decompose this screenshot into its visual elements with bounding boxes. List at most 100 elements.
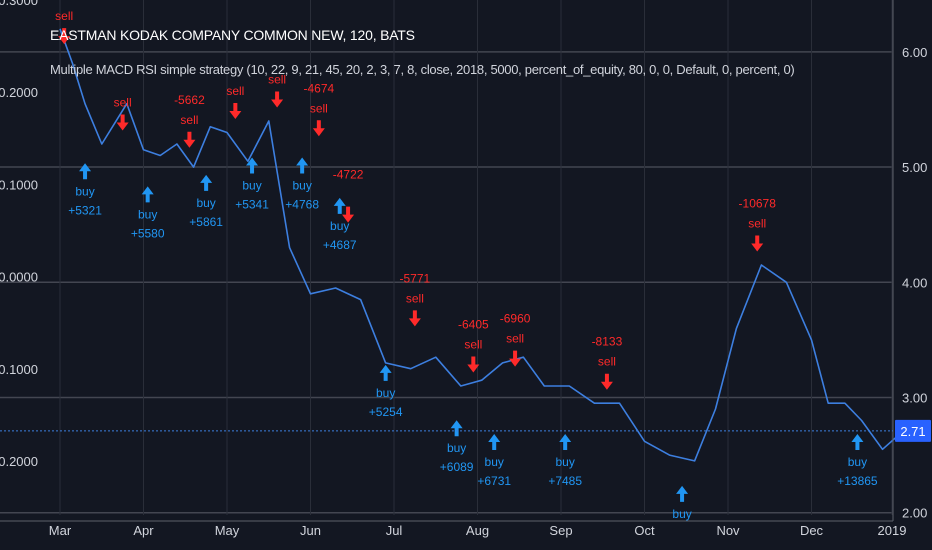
buy-pnl-label: +5861 — [189, 215, 223, 229]
sell-marker: -4722 — [333, 168, 364, 223]
left-axis-tick-label: -0.1000 — [0, 362, 38, 377]
sell-marker: sell -8133 — [592, 335, 623, 390]
chart-title: EASTMAN KODAK COMPANY COMMON NEW, 120, B… — [50, 27, 415, 43]
x-axis-tick-label: Sep — [549, 523, 572, 538]
buy-arrow-icon — [450, 420, 463, 437]
sell-pnl-label: -4674 — [303, 81, 334, 95]
trade-markers: sell buy +5321 sell buy +5580 sell -5662 buy +586… — [55, 9, 878, 521]
sell-label: sell — [226, 84, 244, 98]
buy-arrow-icon — [676, 485, 689, 502]
sell-label: sell — [310, 101, 328, 115]
sell-marker: sell -5771 — [400, 271, 431, 327]
buy-marker: buy +4768 — [285, 157, 319, 212]
buy-marker: buy +4687 — [323, 197, 357, 252]
right-axis-tick-label: 3.00 — [902, 390, 927, 405]
buy-marker: buy +6731 — [477, 434, 511, 488]
sell-arrow-icon — [271, 91, 284, 108]
sell-pnl-label: -6960 — [500, 312, 531, 326]
sell-pnl-label: -8133 — [592, 335, 623, 349]
left-axis-tick-label: -0.2000 — [0, 454, 38, 469]
sell-arrow-icon — [58, 28, 71, 45]
sell-marker: sell -6960 — [500, 312, 531, 367]
sell-pnl-label: -10678 — [739, 196, 777, 210]
sell-arrow-icon — [229, 102, 242, 119]
sell-arrow-icon — [408, 310, 421, 327]
sell-label: sell — [748, 216, 766, 230]
buy-label: buy — [447, 441, 466, 455]
buy-pnl-label: +6731 — [477, 474, 511, 488]
buy-pnl-label: +5321 — [68, 203, 102, 217]
buy-arrow-icon — [379, 364, 392, 381]
buy-arrow-icon — [141, 186, 154, 203]
sell-arrow-icon — [116, 114, 129, 131]
sell-marker: sell — [268, 72, 286, 108]
sell-label: sell — [464, 337, 482, 351]
buy-label: buy — [330, 219, 349, 233]
buy-arrow-icon — [296, 157, 309, 174]
chart-axes: 6.00 5.00 4.00 3.00 2.00 0.3000 0.2000 0.1000 0.… — [0, 0, 931, 538]
sell-pnl-label: -4722 — [333, 168, 364, 182]
sell-arrow-icon — [312, 120, 325, 137]
sell-marker: sell -10678 — [739, 196, 777, 252]
left-axis-tick-label: 0.3000 — [0, 0, 38, 8]
buy-marker: buy +5321 — [68, 163, 102, 217]
buy-arrow-icon — [79, 163, 92, 180]
sell-label: sell — [506, 332, 524, 346]
price-series — [59, 28, 904, 462]
buy-marker: buy +5580 — [131, 186, 165, 240]
buy-arrow-icon — [200, 174, 213, 191]
sell-marker: sell — [114, 95, 132, 131]
left-axis-tick-label: 0.2000 — [0, 85, 38, 100]
sell-pnl-label: -6405 — [458, 317, 489, 331]
sell-arrow-icon — [183, 131, 196, 148]
buy-arrow-icon — [488, 434, 501, 451]
buy-pnl-label: +7485 — [548, 474, 582, 488]
buy-pnl-label: +5254 — [369, 405, 403, 419]
buy-label: buy — [672, 507, 691, 521]
last-price-label: 2.71 — [900, 424, 925, 439]
buy-label: buy — [242, 179, 261, 193]
right-axis-tick-label: 5.00 — [902, 160, 927, 175]
sell-label: sell — [406, 291, 424, 305]
sell-marker: sell -4674 — [303, 81, 335, 137]
buy-marker: buy — [672, 485, 692, 521]
sell-label: sell — [55, 9, 73, 23]
sell-pnl-label: -5662 — [174, 93, 205, 107]
buy-pnl-label: +5341 — [235, 198, 269, 212]
sell-arrow-icon — [600, 373, 613, 390]
buy-arrow-icon — [559, 434, 572, 451]
buy-pnl-label: +5580 — [131, 226, 165, 240]
sell-arrow-icon — [751, 235, 764, 252]
buy-arrow-icon — [333, 197, 346, 214]
sell-arrow-icon — [467, 356, 480, 373]
left-axis-tick-label: 0.0000 — [0, 270, 38, 285]
last-price-badge — [895, 419, 931, 442]
buy-label: buy — [555, 455, 574, 469]
right-axis-tick-label: 6.00 — [902, 45, 927, 60]
buy-pnl-label: +6089 — [440, 460, 474, 474]
x-axis-tick-label: Dec — [800, 523, 824, 538]
buy-label: buy — [292, 179, 311, 193]
buy-pnl-label: +4687 — [323, 238, 357, 252]
x-axis-tick-label: Apr — [133, 523, 154, 538]
x-axis-tick-label: Nov — [716, 523, 740, 538]
buy-label: buy — [848, 455, 867, 469]
x-axis-tick-label: 2019 — [878, 523, 907, 538]
x-axis-tick-label: Oct — [634, 523, 655, 538]
sell-arrow-icon — [509, 350, 522, 367]
buy-label: buy — [196, 196, 215, 210]
buy-marker: buy +6089 — [440, 420, 474, 474]
buy-arrow-icon — [851, 434, 864, 451]
x-axis-tick-label: Jun — [300, 523, 321, 538]
x-axis-tick-label: Aug — [466, 523, 489, 538]
sell-marker: sell — [226, 84, 244, 119]
buy-label: buy — [138, 207, 157, 221]
x-axis-tick-label: Mar — [49, 523, 72, 538]
sell-marker: sell -6405 — [458, 317, 489, 373]
buy-pnl-label: +13865 — [837, 474, 878, 488]
sell-label: sell — [114, 95, 132, 109]
buy-marker: buy +5861 — [189, 174, 223, 229]
sell-pnl-label: -5771 — [400, 271, 431, 285]
sell-marker: sell -5662 — [174, 93, 205, 148]
